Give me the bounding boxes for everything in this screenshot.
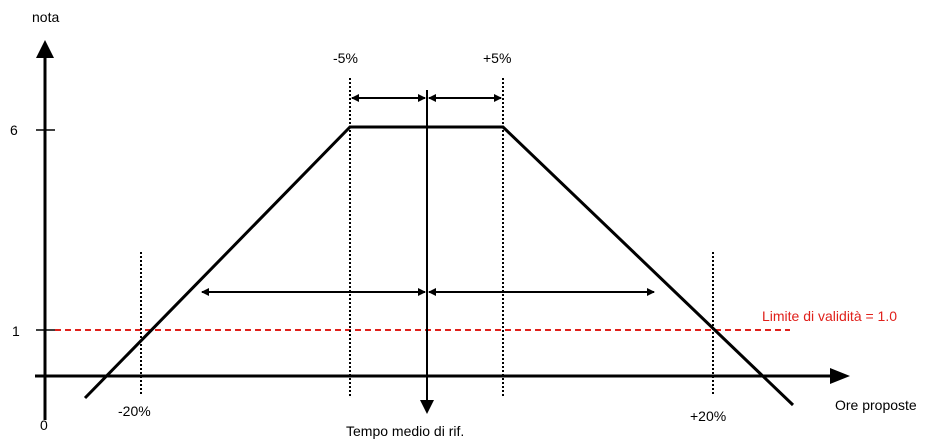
y-axis-label: nota [32, 9, 59, 25]
center-arrowhead [420, 400, 434, 414]
y-tick-label-1: 1 [12, 323, 20, 339]
minus20-label: -20% [118, 403, 151, 419]
limit-label: Limite di validità = 1.0 [762, 308, 897, 324]
grading-curve [83, 125, 795, 407]
plus5-label: +5% [483, 50, 511, 66]
y-axis-arrowhead [36, 40, 54, 58]
y-tick-label-6: 6 [10, 122, 18, 138]
minus5-label: -5% [333, 50, 358, 66]
plus20-label: +20% [690, 408, 726, 424]
center-label: Tempo medio di rif. [346, 423, 464, 439]
origin-label: 0 [40, 417, 48, 433]
x-axis-label: Ore proposte [835, 397, 917, 413]
x-axis-arrowhead [830, 368, 850, 384]
